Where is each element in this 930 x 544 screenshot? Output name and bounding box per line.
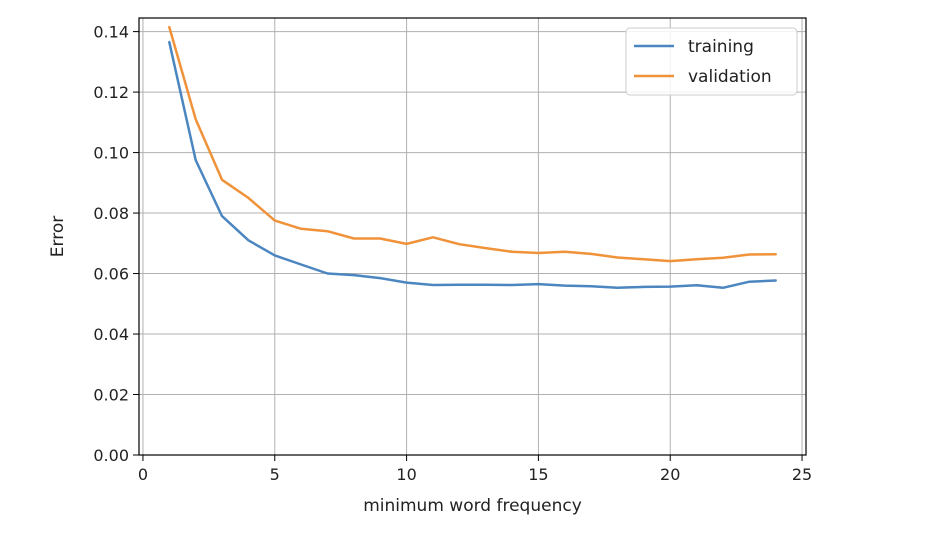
y-tick-label: 0.00 [93,446,129,465]
x-tick-label: 25 [792,465,812,484]
x-tick-label: 20 [660,465,680,484]
series-layer [168,25,777,290]
y-tick-label: 0.08 [93,204,129,223]
y-tick-label: 0.04 [93,325,129,344]
x-tick-label: 10 [396,465,416,484]
x-axis-label: minimum word frequency [363,496,582,516]
y-axis-label: Error [48,216,68,257]
x-tick-label: 15 [528,465,548,484]
y-tick-label: 0.14 [93,23,129,42]
series-line-training [168,40,777,290]
series-line-validation [168,25,777,263]
legend-label-validation: validation [688,67,772,87]
plot-frame [138,17,807,456]
y-tick-label: 0.02 [93,386,129,405]
legend-label-training: training [688,37,754,57]
x-tick-label: 5 [270,465,280,484]
y-tick-label: 0.12 [93,83,129,102]
axis-ticks: 0 5 10 15 20 25 0.00 0.02 0.04 0.06 0.08 0.10 0.12 0.… [93,23,812,484]
y-tick-label: 0.06 [93,265,129,284]
legend: training validation [625,27,798,96]
x-tick-label: 0 [138,465,148,484]
y-tick-label: 0.10 [93,144,129,163]
